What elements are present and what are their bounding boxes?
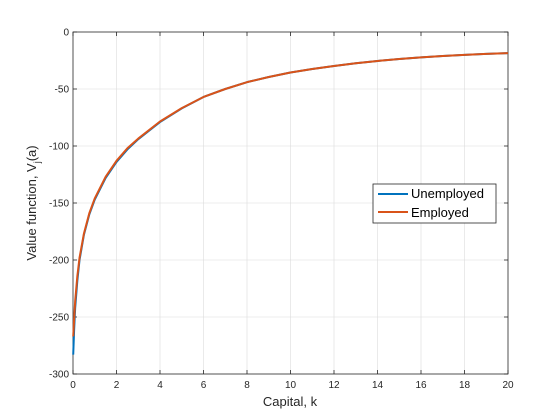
y-tick-label: -300 — [49, 370, 69, 381]
x-tick-label: 8 — [244, 380, 250, 391]
legend: Unemployed Employed — [372, 183, 497, 224]
series-layer — [72, 52, 509, 355]
x-tick-label: 4 — [157, 380, 163, 391]
y-axis-label-subscript: j — [32, 161, 42, 164]
y-tick-label: 0 — [63, 28, 69, 39]
y-tick-label: -250 — [49, 313, 69, 324]
x-tick-label: 14 — [372, 380, 384, 391]
x-axis-label: Capital, k — [263, 394, 318, 409]
y-axis-label-tail: (a) — [24, 145, 39, 161]
y-tick-label: -50 — [55, 85, 70, 96]
legend-box — [372, 183, 497, 224]
x-tick-label: 6 — [201, 380, 207, 391]
y-axis-label-main: Value function, V — [24, 163, 39, 261]
legend-label-employed: Employed — [411, 205, 469, 220]
grid-layer — [73, 32, 508, 374]
tick-layer: 0 2 4 6 8 10 12 14 16 18 20 0 -50 -100 -150 -200 -250 -30… — [49, 28, 514, 392]
series-line-employed — [72, 52, 509, 337]
y-tick-label: -200 — [49, 256, 69, 267]
legend-label-unemployed: Unemployed — [411, 186, 484, 201]
y-tick-label: -150 — [49, 199, 69, 210]
x-tick-label: 16 — [415, 380, 427, 391]
y-tick-label: -100 — [49, 142, 69, 153]
x-tick-label: 18 — [459, 380, 471, 391]
x-tick-label: 12 — [328, 380, 340, 391]
x-tick-label: 2 — [114, 380, 120, 391]
y-axis-label: Value function, Vj(a) — [24, 145, 42, 260]
x-tick-label: 0 — [70, 380, 76, 391]
x-tick-label: 10 — [285, 380, 297, 391]
x-tick-label: 20 — [502, 380, 514, 391]
